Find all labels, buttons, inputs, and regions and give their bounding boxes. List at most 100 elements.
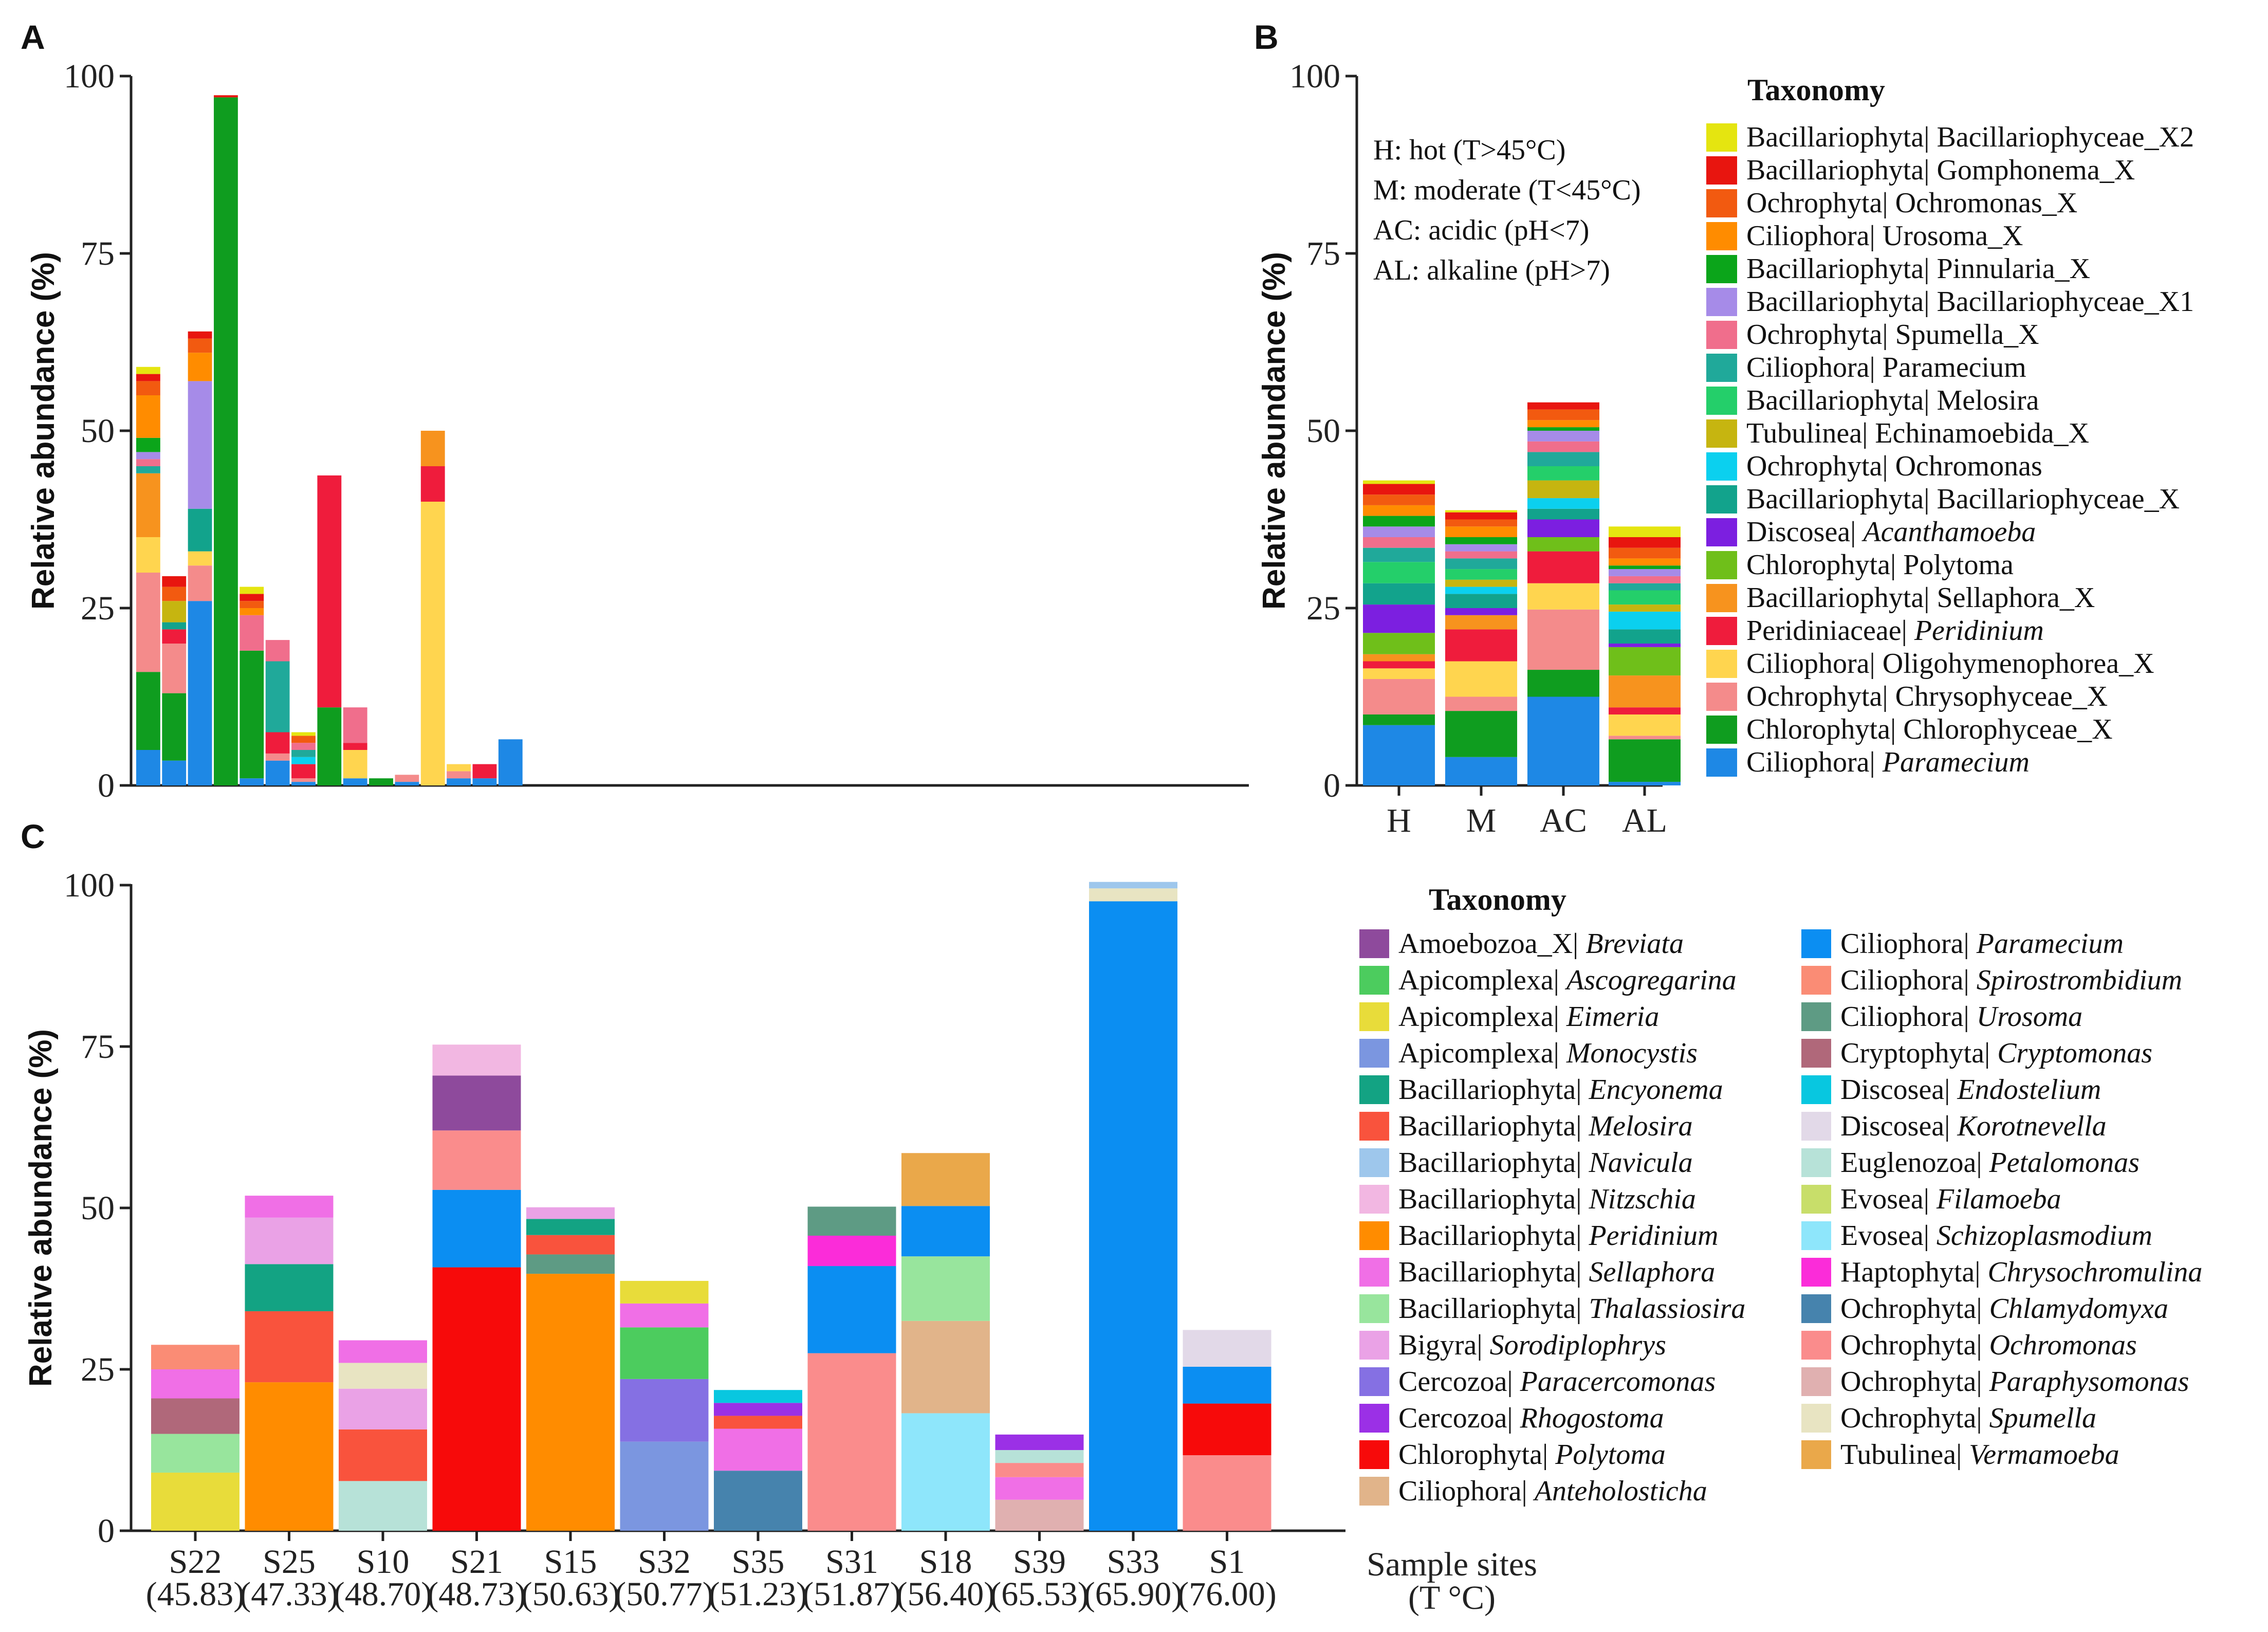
chart-c-y-tick-label: 25: [81, 1351, 115, 1388]
chart-b-bar-segment: [1609, 782, 1681, 785]
chart-b-bar-segment: [1609, 558, 1681, 566]
chart-c-bar-segment: [995, 1477, 1084, 1500]
chart-a-bar-segment: [136, 459, 160, 466]
chart-a-bar-segment: [317, 475, 342, 708]
chart-b-bar-segment: [1527, 452, 1599, 466]
chart-b-bar-segment: [1527, 583, 1599, 610]
chart-a-bar-segment: [239, 601, 264, 608]
chart-c-legend-label: Bacillariophyta| Sellaphora: [1398, 1256, 1715, 1288]
chart-c-legend-label: Ciliophora| Anteholosticha: [1398, 1475, 1707, 1507]
chart-a-bar-segment: [136, 366, 160, 374]
chart-c-legend-swatch: [1801, 1404, 1831, 1433]
chart-c-legend-swatch: [1359, 1294, 1389, 1323]
chart-a-bar-segment: [188, 353, 212, 381]
chart-b-legend-swatch: [1706, 617, 1737, 645]
chart-b-bar-segment: [1527, 551, 1599, 583]
chart-c-x-tick-temp: (65.53): [990, 1575, 1089, 1613]
chart-b-legend-swatch: [1706, 584, 1737, 612]
chart-a-bar-segment: [188, 565, 212, 601]
chart-b-bar-segment: [1609, 576, 1681, 583]
chart-b-y-tick-label: 75: [1306, 235, 1340, 272]
chart-b-bar-segment: [1445, 526, 1517, 537]
chart-b-bar-segment: [1363, 494, 1435, 505]
chart-a-bar-segment: [420, 466, 445, 502]
chart-b-legend-label: Bacillariophyta| Melosira: [1746, 384, 2039, 416]
chart-c-bar-segment: [714, 1416, 802, 1429]
chart-a-bar-segment: [317, 707, 342, 785]
chart-a-bar-segment: [291, 743, 316, 750]
chart-a-bar-segment: [447, 764, 471, 772]
chart-c-bar-segment: [151, 1345, 239, 1369]
chart-c-bar-segment: [339, 1340, 427, 1363]
chart-c-y-tick-label: 75: [81, 1028, 115, 1066]
chart-a-bar-segment: [162, 629, 187, 644]
chart-b-legend-label: Chlorophyta| Polytoma: [1746, 549, 2014, 581]
chart-c-bar-segment: [1089, 882, 1177, 889]
chart-c-x-tick-temp: (45.83): [146, 1575, 245, 1613]
chart-c-legend-label: Bacillariophyta| Navicula: [1398, 1147, 1693, 1179]
chart-c-bar-segment: [807, 1353, 896, 1531]
chart-c-bar-segment: [807, 1206, 896, 1236]
chart-b-bar-segment: [1363, 484, 1435, 495]
chart-c-bar-segment: [995, 1499, 1084, 1531]
chart-a-y-axis-title: Relative abundance (%): [26, 252, 61, 610]
chart-c-x-tick-temp: (65.90): [1084, 1575, 1183, 1613]
chart-c-bar-segment: [339, 1363, 427, 1389]
chart-c-x-tick-temp: (51.87): [802, 1575, 901, 1613]
chart-c-x-tick-label: S1: [1209, 1543, 1245, 1581]
chart-c-x-tick-label: S39: [1013, 1543, 1066, 1581]
chart-b-bar-segment: [1363, 583, 1435, 605]
chart-c-legend-swatch: [1801, 966, 1831, 995]
chart-b-bar-segment: [1527, 480, 1599, 499]
chart-c-legend-label: Discosea| Endostelium: [1840, 1074, 2101, 1106]
chart-c-bar-segment: [807, 1266, 896, 1353]
chart-b-bar-segment: [1363, 526, 1435, 537]
chart-b-legend-swatch: [1706, 189, 1737, 217]
chart-c-x-axis-title: Sample sites: [1367, 1546, 1537, 1583]
chart-a-bar-segment: [162, 644, 187, 693]
chart-b-legend-swatch: [1706, 485, 1737, 514]
chart-b-bar-segment: [1527, 696, 1599, 785]
chart-a-bar-segment: [162, 693, 187, 761]
chart-b-legend-label: Bacillariophyta| Bacillariophyceae_X2: [1746, 121, 2194, 153]
chart-a-bar-segment: [136, 437, 160, 452]
chart-b-bar-segment: [1609, 547, 1681, 559]
chart-b-bar-segment: [1363, 537, 1435, 548]
chart-c-legend-label: Ciliophora| Spirostrombidium: [1840, 964, 2182, 996]
chart-b-bar-segment: [1609, 526, 1681, 537]
chart-c-bar-segment: [151, 1434, 239, 1473]
chart-a-bar-segment: [265, 661, 290, 732]
chart-b-bar-segment: [1527, 537, 1599, 552]
chart-c-bar-segment: [995, 1434, 1084, 1450]
chart-a-y-tick-label: 75: [81, 235, 115, 272]
chart-b-bar-segment: [1527, 409, 1599, 420]
chart-c-legend-label: Ciliophora| Paramecium: [1840, 928, 2124, 960]
chart-b-bar-segment: [1527, 427, 1599, 431]
chart-c-legend-swatch: [1359, 1440, 1389, 1469]
chart-c-x-tick-temp: (51.23): [709, 1575, 807, 1613]
chart-c-legend-label: Bacillariophyta| Thalassiosira: [1398, 1293, 1745, 1325]
chart-b-bar-segment: [1445, 586, 1517, 594]
chart-b-legend-swatch: [1706, 419, 1737, 448]
chart-b-bar-segment: [1363, 679, 1435, 714]
chart-b-bar-segment: [1609, 590, 1681, 605]
chart-c-x-tick-temp: (48.70): [334, 1575, 432, 1613]
chart-b-bar-segment: [1363, 714, 1435, 725]
chart-c-x-tick-label: S21: [450, 1543, 503, 1581]
chart-b-bar-segment: [1363, 661, 1435, 669]
chart-a-bar-segment: [136, 452, 160, 460]
chart-a-bar-segment: [162, 576, 187, 587]
chart-c-legend-swatch: [1359, 1075, 1389, 1104]
chart-c-legend-swatch: [1801, 1112, 1831, 1141]
chart-b-note: H: hot (T>45°C): [1373, 134, 1565, 166]
chart-c-x-tick-temp: (48.73): [427, 1575, 526, 1613]
chart-b-bar-segment: [1609, 537, 1681, 548]
chart-b-note: M: moderate (T<45°C): [1373, 174, 1641, 206]
chart-b-bar-segment: [1609, 644, 1681, 647]
chart-c-bar-segment: [620, 1327, 709, 1379]
chart-c-legend-label: Chlorophyta| Polytoma: [1398, 1439, 1666, 1471]
chart-c-bar-segment: [901, 1321, 990, 1414]
chart-b-bar-segment: [1363, 480, 1435, 484]
chart-b-legend-swatch: [1706, 156, 1737, 185]
chart-b-bar-segment: [1363, 633, 1435, 654]
